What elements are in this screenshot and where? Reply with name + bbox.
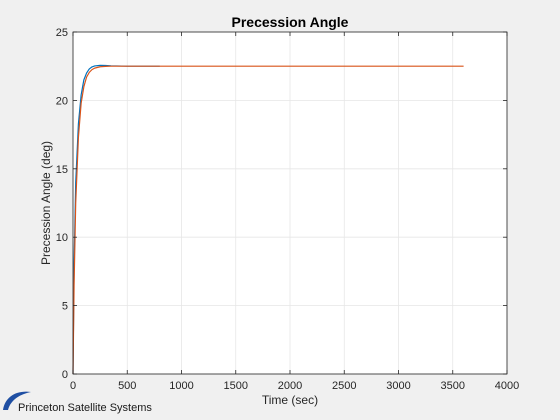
brand-logo: Princeton Satellite Systems — [3, 391, 152, 414]
x-tick-label: 1500 — [224, 380, 248, 392]
x-tick-label: 2500 — [332, 380, 356, 392]
x-tick-label: 4000 — [495, 380, 519, 392]
x-tick-label: 1000 — [169, 380, 193, 392]
brand-text: Princeton Satellite Systems — [18, 402, 152, 414]
x-tick-label: 0 — [70, 380, 76, 392]
ticks — [72, 31, 508, 375]
tick-labels: 0 500 1000 1500 2000 2500 3000 3500 4000 0 5 10 15 20… — [56, 27, 519, 392]
y-tick-label: 25 — [56, 27, 68, 39]
grid-lines — [72, 31, 508, 375]
x-axis-label: Time (sec) — [262, 393, 318, 407]
series-line-2 — [72, 65, 464, 375]
x-tick-label: 500 — [118, 380, 136, 392]
y-tick-label: 5 — [62, 301, 68, 313]
x-tick-label: 3000 — [386, 380, 410, 392]
swoosh-logo-icon — [3, 391, 31, 410]
y-tick-label: 15 — [56, 164, 68, 176]
y-tick-label: 10 — [56, 232, 68, 244]
chart-title: Precession Angle — [232, 14, 349, 30]
x-tick-label: 2000 — [278, 380, 302, 392]
y-tick-label: 20 — [56, 95, 68, 107]
y-tick-label: 0 — [62, 369, 68, 381]
y-axis-label: Precession Angle (deg) — [39, 141, 53, 265]
x-tick-label: 3500 — [441, 380, 465, 392]
series-layer — [72, 64, 464, 375]
